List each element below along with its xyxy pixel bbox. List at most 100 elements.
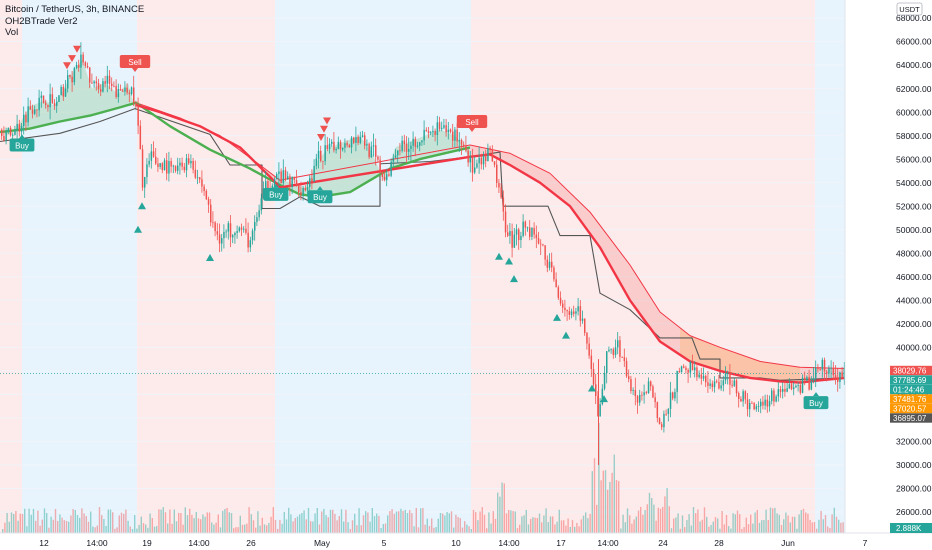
candle-body: [348, 145, 351, 148]
volume-bar: [642, 514, 644, 533]
candle-body: [784, 388, 786, 392]
candle-body: [322, 160, 324, 162]
time-tick-label: 24: [658, 538, 668, 548]
candle-body: [304, 187, 307, 191]
time-tick-label: 14:00: [597, 538, 619, 548]
candle-body: [300, 192, 302, 195]
candle-body: [313, 165, 315, 182]
volume-bar: [246, 523, 248, 533]
candle-body: [416, 145, 419, 147]
candle-body: [788, 384, 791, 389]
volume-bar: [301, 512, 303, 533]
volume-bar: [184, 507, 186, 533]
candle-body: [430, 132, 432, 134]
volume-bar: [409, 510, 411, 533]
volume-bar: [127, 520, 129, 533]
volume-bar: [191, 514, 193, 533]
candle-body: [174, 165, 177, 171]
candle-body: [447, 129, 450, 133]
volume-bar: [345, 509, 347, 533]
volume-bar: [349, 528, 351, 533]
candle-body: [562, 303, 564, 308]
candle-body: [566, 309, 568, 312]
volume-bar: [745, 517, 747, 533]
volume-bar: [15, 511, 17, 533]
candle-body: [441, 127, 443, 129]
volume-bar: [527, 524, 530, 533]
volume-bar: [164, 512, 167, 533]
volume-bar: [120, 512, 123, 533]
volume-bar: [398, 511, 400, 533]
volume-bar: [395, 511, 398, 533]
candle-body: [557, 287, 560, 298]
volume-bar: [774, 507, 776, 533]
candle-body: [27, 106, 29, 123]
candle-body: [331, 141, 333, 144]
volume-bar: [105, 525, 107, 533]
candle-body: [702, 375, 705, 379]
candle-body: [590, 355, 593, 370]
candle-body: [388, 174, 390, 176]
candle-body: [181, 162, 183, 167]
volume-bar: [65, 520, 68, 533]
volume-bar: [169, 509, 171, 533]
candle-body: [821, 359, 824, 370]
price-tick-label: 62000.00: [896, 84, 932, 94]
candle-body: [234, 232, 236, 236]
volume-bar: [752, 523, 754, 533]
candle-body: [544, 245, 546, 260]
candle-body: [837, 377, 839, 383]
candle-body: [696, 367, 698, 378]
candle-body: [386, 174, 388, 181]
candle-body: [47, 104, 49, 108]
candle-body: [498, 182, 500, 188]
volume-bar: [719, 528, 721, 533]
price-tick-label: 30000.00: [896, 460, 932, 470]
candle-body: [584, 318, 586, 333]
volume-bar: [98, 507, 101, 533]
candle-body: [335, 148, 337, 151]
volume-bar: [475, 512, 477, 533]
volume-bar: [371, 507, 373, 533]
candle-body: [361, 135, 364, 137]
volume-bar: [816, 528, 818, 533]
candle-body: [559, 297, 562, 304]
candle-body: [359, 136, 362, 143]
buy-arrow-icon: [510, 275, 518, 283]
candle-body: [465, 145, 467, 151]
candle-body: [610, 349, 612, 351]
price-tick-label: 42000.00: [896, 319, 932, 329]
volume-bar: [448, 513, 450, 533]
candle-body: [749, 403, 751, 410]
candle-body: [427, 131, 430, 134]
candle-body: [210, 204, 212, 223]
volume-bar: [277, 528, 279, 533]
candle-body: [38, 97, 40, 111]
candle-body: [128, 92, 131, 94]
candle-body: [511, 231, 513, 248]
volume-bar: [417, 527, 420, 533]
trend-background-zones: [0, 0, 845, 533]
candle-body: [575, 311, 577, 314]
volume-bar: [736, 510, 739, 533]
volume-bar: [543, 515, 545, 533]
candle-body: [742, 391, 744, 402]
candle-body: [148, 160, 150, 165]
volume-bar: [576, 522, 578, 533]
candle-body: [795, 385, 797, 388]
volume-bar: [710, 524, 712, 533]
candle-body: [621, 356, 623, 358]
volume-bar: [580, 519, 582, 533]
volume-bar: [453, 527, 455, 533]
price-axis: 26000.0028000.0030000.0032000.0034000.00…: [844, 0, 932, 533]
candle-body: [808, 376, 810, 390]
candle-body: [29, 106, 32, 110]
volume-bar: [503, 483, 505, 533]
price-tag-text: 36895.07: [893, 414, 927, 423]
volume-bar: [813, 522, 816, 533]
candle-body: [203, 186, 205, 191]
candle-body: [205, 190, 208, 200]
candle-body: [680, 366, 683, 373]
candle-body: [73, 68, 76, 83]
